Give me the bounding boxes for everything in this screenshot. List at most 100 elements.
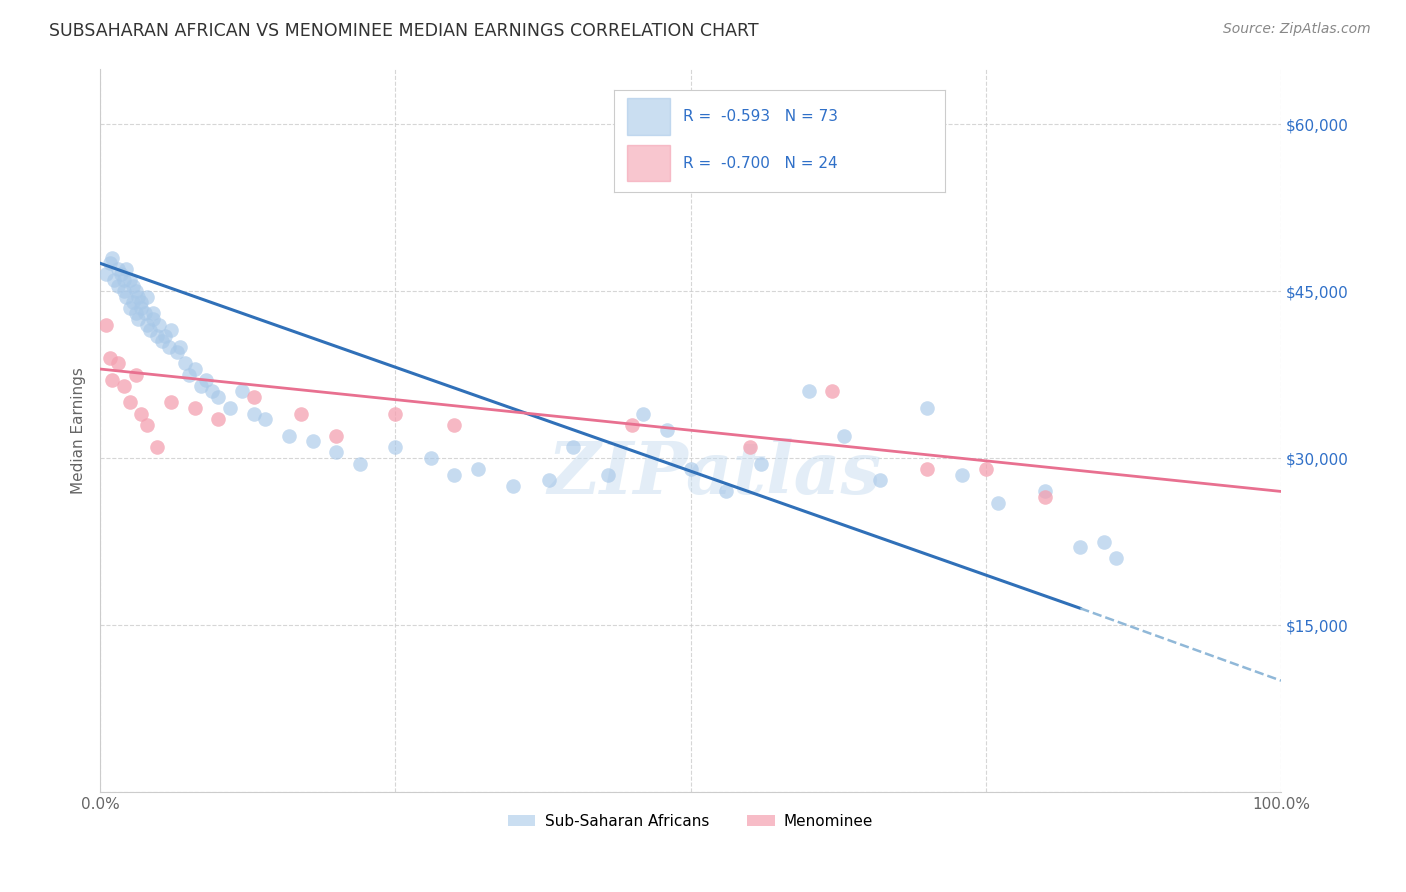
Point — [301, 434, 323, 449]
Text: SUBSAHARAN AFRICAN VS MENOMINEE MEDIAN EARNINGS CORRELATION CHART: SUBSAHARAN AFRICAN VS MENOMINEE MEDIAN E… — [49, 22, 759, 40]
Point — [122, 278, 145, 293]
Point — [101, 373, 124, 387]
Point — [242, 390, 264, 404]
Point — [987, 495, 1010, 509]
Point — [915, 462, 938, 476]
Point — [118, 273, 141, 287]
Point — [1069, 540, 1091, 554]
Point — [195, 373, 218, 387]
Point — [177, 368, 200, 382]
Point — [190, 378, 212, 392]
Point — [679, 462, 702, 476]
Point — [146, 328, 169, 343]
Point — [821, 384, 844, 399]
Point — [94, 268, 117, 282]
Point — [157, 340, 180, 354]
Point — [325, 445, 347, 459]
Point — [110, 268, 132, 282]
Point — [869, 473, 891, 487]
Point — [115, 261, 138, 276]
Point — [1105, 551, 1128, 566]
Point — [94, 318, 117, 332]
Point — [134, 306, 156, 320]
Point — [950, 467, 973, 482]
Point — [122, 295, 145, 310]
Point — [101, 251, 124, 265]
Point — [118, 395, 141, 409]
Point — [112, 378, 135, 392]
Y-axis label: Median Earnings: Median Earnings — [72, 367, 86, 493]
Point — [115, 290, 138, 304]
Point — [537, 473, 560, 487]
Point — [633, 407, 655, 421]
Point — [832, 429, 855, 443]
Point — [131, 301, 153, 315]
Point — [655, 423, 678, 437]
Point — [142, 306, 165, 320]
Point — [98, 351, 121, 365]
Point — [118, 301, 141, 315]
Point — [915, 401, 938, 415]
Point — [107, 356, 129, 370]
Point — [148, 318, 170, 332]
Legend: Sub-Saharan Africans, Menominee: Sub-Saharan Africans, Menominee — [502, 808, 879, 835]
Point — [467, 462, 489, 476]
Point — [103, 273, 125, 287]
Point — [138, 323, 160, 337]
Point — [349, 457, 371, 471]
Point — [127, 312, 149, 326]
Point — [278, 429, 301, 443]
Text: Source: ZipAtlas.com: Source: ZipAtlas.com — [1223, 22, 1371, 37]
Point — [443, 417, 465, 432]
Point — [797, 384, 820, 399]
Point — [384, 440, 406, 454]
Point — [124, 306, 146, 320]
Point — [131, 407, 153, 421]
Point — [136, 417, 159, 432]
Point — [160, 395, 183, 409]
Point — [153, 328, 176, 343]
Point — [738, 440, 761, 454]
Point — [443, 467, 465, 482]
Point — [142, 312, 165, 326]
Point — [1033, 484, 1056, 499]
Point — [131, 295, 153, 310]
Point — [150, 334, 173, 349]
Point — [207, 412, 229, 426]
Point — [112, 273, 135, 287]
Point — [384, 407, 406, 421]
Point — [136, 318, 159, 332]
Point — [146, 440, 169, 454]
Point — [107, 278, 129, 293]
Point — [596, 467, 619, 482]
Point — [714, 484, 737, 499]
Point — [561, 440, 583, 454]
Point — [1092, 534, 1115, 549]
Point — [183, 362, 205, 376]
Point — [169, 340, 191, 354]
Point — [112, 284, 135, 298]
Point — [1033, 490, 1056, 504]
Point — [124, 368, 146, 382]
Point — [201, 384, 224, 399]
Point — [419, 451, 441, 466]
Point — [751, 457, 773, 471]
Point — [231, 384, 253, 399]
Point — [207, 390, 229, 404]
Point — [290, 407, 312, 421]
Point — [254, 412, 277, 426]
Point — [219, 401, 242, 415]
Point — [502, 479, 524, 493]
Point — [242, 407, 264, 421]
Point — [160, 323, 183, 337]
Point — [127, 290, 149, 304]
Point — [325, 429, 347, 443]
Point — [136, 290, 159, 304]
Point — [124, 284, 146, 298]
Point — [620, 417, 643, 432]
Point — [98, 256, 121, 270]
Point — [174, 356, 197, 370]
Point — [974, 462, 997, 476]
Text: ZIPatlas: ZIPatlas — [547, 438, 882, 509]
Point — [107, 261, 129, 276]
